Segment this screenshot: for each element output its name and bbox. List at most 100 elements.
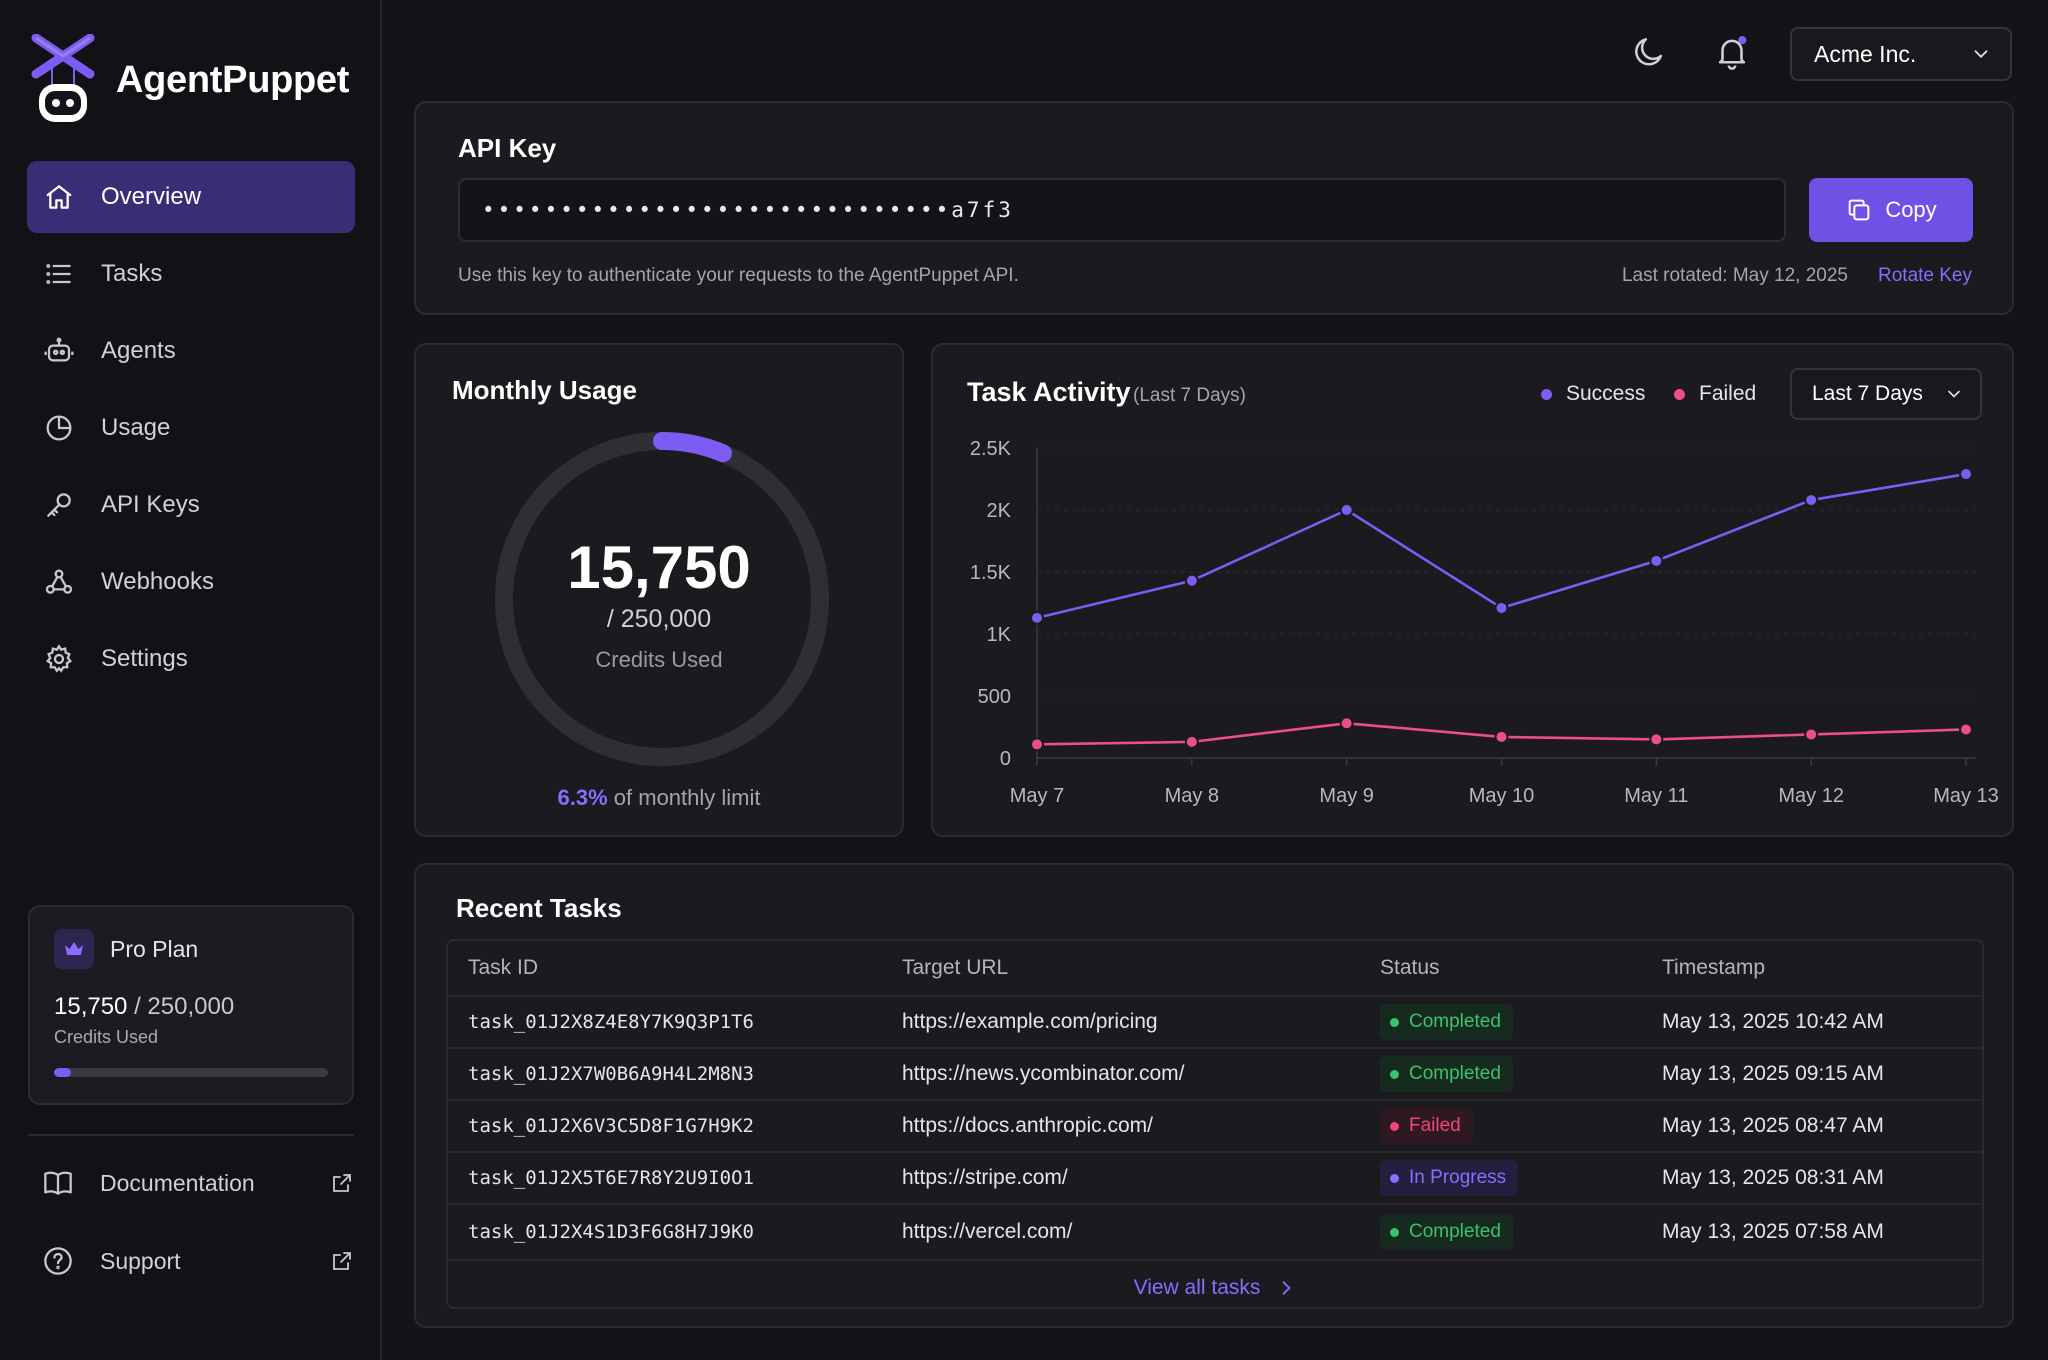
data-point-failed <box>1804 727 1819 742</box>
robot-icon <box>44 337 74 362</box>
documentation-link[interactable]: Documentation <box>42 1163 354 1203</box>
usage-percent-line: 6.3% of monthly limit <box>416 785 902 811</box>
key-icon <box>47 493 71 517</box>
data-point-failed <box>1030 737 1044 752</box>
nav-item-tasks[interactable]: Tasks <box>27 238 355 310</box>
puppet-logo-icon <box>31 34 95 122</box>
x-tick-label: May 13 <box>1933 785 1999 807</box>
org-select[interactable]: Acme Inc. <box>1790 27 2012 81</box>
table-row[interactable]: task_01J2X6V3C5D8F1G7H9K2 https://docs.a… <box>448 1101 1982 1153</box>
nav-item-webhooks[interactable]: Webhooks <box>27 546 355 618</box>
task-url: https://news.ycombinator.com/ <box>902 1062 1185 1085</box>
task-id: task_01J2X5T6E7R8Y2U9I0O1 <box>468 1167 754 1189</box>
home-icon <box>46 185 72 209</box>
nav-item-settings[interactable]: Settings <box>27 623 355 695</box>
data-point-failed <box>1494 729 1509 744</box>
task-activity-card: 0 500 1K 1.5K 2K 2.5K May 7 May 8 May 9 May 10 May… <box>931 343 2014 837</box>
status-badge: Completed <box>1380 1214 1513 1250</box>
task-timestamp: May 13, 2025 09:15 AM <box>1662 1062 1884 1085</box>
recent-tasks-card: Recent Tasks Task ID Target URL Status T… <box>414 863 2014 1328</box>
support-label: Support <box>100 1247 181 1274</box>
org-name: Acme Inc. <box>1814 40 1917 67</box>
col-status[interactable]: Status <box>1380 956 1440 979</box>
sidebar-divider <box>28 1134 354 1136</box>
data-point-failed <box>1184 734 1199 749</box>
plan-limit: / 250,000 <box>134 993 235 1020</box>
range-value: Last 7 Days <box>1812 382 1923 405</box>
table-row[interactable]: task_01J2X8Z4E8Y7K9Q3P1T6 https://exampl… <box>448 997 1982 1049</box>
data-point-failed <box>1959 722 1973 737</box>
usage-gauge <box>495 432 829 766</box>
data-point-success <box>1649 553 1664 568</box>
api-key-field[interactable]: ••••••••••••••••••••••••••••••a7f3 <box>458 178 1786 242</box>
table-row[interactable]: task_01J2X4S1D3F6G8H7J9K0 https://vercel… <box>448 1205 1982 1261</box>
nav-label: Usage <box>101 414 171 441</box>
col-task-id[interactable]: Task ID <box>468 956 539 979</box>
pie-chart-icon <box>46 415 72 441</box>
plan-card[interactable]: Pro Plan 15,750 / 250,000 Credits Used <box>28 905 354 1105</box>
task-activity-title: Task Activity <box>967 377 1131 407</box>
copy-label: Copy <box>1885 197 1937 222</box>
usage-label: Credits Used <box>595 647 723 672</box>
col-target-url[interactable]: Target URL <box>902 956 1009 979</box>
copy-icon <box>1848 199 1870 221</box>
data-point-success <box>1804 493 1819 508</box>
nav-item-usage[interactable]: Usage <box>27 392 355 464</box>
x-tick-label: May 7 <box>1010 785 1064 807</box>
chevron-down-icon <box>1948 390 1960 398</box>
status-badge: Completed <box>1380 1004 1513 1040</box>
nav-label: Settings <box>101 645 188 672</box>
task-timestamp: May 13, 2025 08:31 AM <box>1662 1166 1884 1189</box>
last-rotated: Last rotated: May 12, 2025 <box>1621 265 1848 286</box>
api-key-hint: Use this key to authenticate your reques… <box>458 265 1019 286</box>
nav-label: Agents <box>101 337 176 364</box>
usage-percent: 6.3% <box>557 785 608 810</box>
list-icon <box>46 264 71 284</box>
data-point-success <box>1339 503 1354 517</box>
brand[interactable]: AgentPuppet <box>30 34 349 126</box>
x-tick-label: May 9 <box>1319 785 1373 807</box>
y-tick-label: 1K <box>987 624 1012 646</box>
nav-item-overview[interactable]: Overview <box>27 161 355 233</box>
plan-usage-label: Credits Used <box>54 1027 159 1047</box>
support-link[interactable]: Support <box>42 1241 354 1281</box>
task-id: task_01J2X8Z4E8Y7K9Q3P1T6 <box>468 1011 754 1033</box>
api-key-title: API Key <box>458 133 557 163</box>
webhook-icon <box>45 569 73 594</box>
table-row[interactable]: task_01J2X5T6E7R8Y2U9I0O1 https://stripe… <box>448 1153 1982 1205</box>
plan-progress-fill <box>54 1068 72 1077</box>
rotate-key-link[interactable]: Rotate Key <box>1878 265 1972 286</box>
range-select[interactable]: Last 7 Days <box>1790 368 1982 420</box>
y-tick-label: 500 <box>978 686 1011 708</box>
nav-label: API Keys <box>101 491 200 518</box>
copy-button[interactable]: Copy <box>1809 178 1973 242</box>
x-tick-label: May 8 <box>1165 785 1219 807</box>
table-row[interactable]: task_01J2X7W0B6A9H4L2M8N3 https://news.y… <box>448 1049 1982 1101</box>
col-timestamp[interactable]: Timestamp <box>1662 956 1766 979</box>
data-point-success <box>1959 467 1973 482</box>
legend-label: Failed <box>1699 382 1757 405</box>
plan-usage: 15,750 / 250,000 <box>54 993 328 1021</box>
help-circle-icon <box>44 1247 72 1275</box>
nav-item-api-keys[interactable]: API Keys <box>27 469 355 541</box>
task-activity-subtitle: (Last 7 Days) <box>1133 385 1246 406</box>
usage-percent-suffix: of monthly limit <box>613 785 761 810</box>
moon-icon[interactable] <box>1630 33 1668 71</box>
monthly-usage-title: Monthly Usage <box>452 375 637 405</box>
data-point-failed <box>1649 732 1664 747</box>
nav-label: Webhooks <box>101 568 214 595</box>
y-tick-label: 1.5K <box>970 562 1012 584</box>
bell-icon[interactable] <box>1713 33 1751 71</box>
usage-value: 15,750 <box>567 534 751 601</box>
y-tick-label: 2.5K <box>970 438 1012 460</box>
recent-tasks-title: Recent Tasks <box>456 893 622 923</box>
view-all-tasks-link[interactable]: View all tasks <box>448 1265 1982 1307</box>
main-nav: Overview Tasks Agents Usage API Keys Web… <box>27 161 355 700</box>
chevron-right-icon <box>1283 1281 1292 1295</box>
brand-name: AgentPuppet <box>116 58 350 101</box>
task-id: task_01J2X6V3C5D8F1G7H9K2 <box>468 1115 754 1137</box>
legend-dot <box>1674 388 1685 400</box>
status-badge: In Progress <box>1380 1160 1519 1196</box>
nav-item-agents[interactable]: Agents <box>27 315 355 387</box>
legend-failed: Failed <box>1674 382 1756 406</box>
